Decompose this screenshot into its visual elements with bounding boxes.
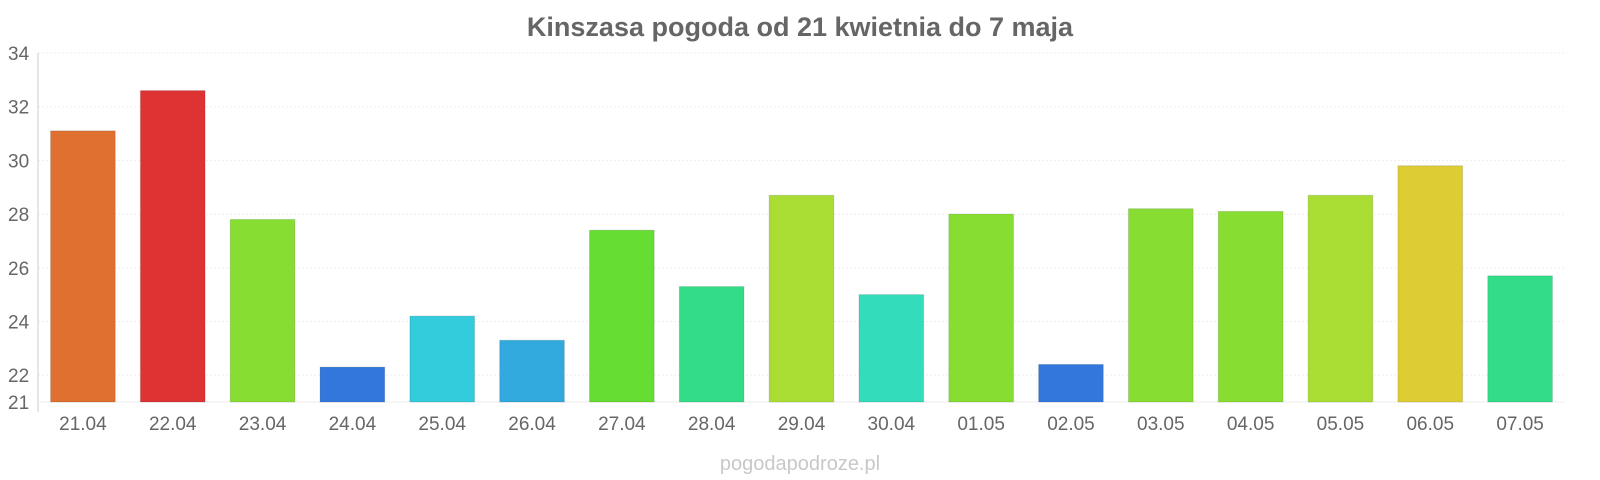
x-tick-label-7: 28.04 [688, 414, 736, 435]
bar-23.04 [229, 218, 296, 403]
bar-02.05 [1038, 363, 1104, 403]
bar-25.04 [409, 315, 476, 403]
watermark: pogodapodroze.pl [720, 453, 880, 475]
x-tick-label-11: 02.05 [1047, 414, 1095, 435]
x-tick-label-9: 30.04 [868, 414, 916, 435]
y-tick-label-7: 34 [8, 44, 30, 65]
bar-22.04 [139, 90, 206, 403]
x-tick-label-8: 29.04 [778, 414, 826, 435]
bar-29.04 [768, 194, 835, 403]
y-tick-label-0: 21 [8, 393, 29, 414]
bar-04.05 [1217, 210, 1284, 403]
x-tick-label-15: 06.05 [1406, 414, 1454, 435]
x-tick-label-5: 26.04 [508, 414, 556, 435]
x-tick-label-12: 03.05 [1137, 414, 1185, 435]
y-tick-label-5: 30 [8, 151, 29, 172]
bar-01.05 [948, 213, 1014, 403]
x-tick-label-13: 04.05 [1227, 414, 1275, 435]
x-tick-label-6: 27.04 [598, 414, 646, 435]
bar-24.04 [319, 366, 386, 403]
bar-06.05 [1397, 165, 1464, 403]
bar-07.05 [1487, 275, 1553, 403]
bar-28.04 [678, 286, 745, 403]
bar-27.04 [589, 229, 655, 403]
x-tick-label-4: 25.04 [418, 414, 466, 435]
bars [50, 90, 1553, 403]
x-tick-label-0: 21.04 [59, 414, 107, 435]
bar-03.05 [1127, 208, 1194, 403]
bar-05.05 [1307, 194, 1374, 403]
y-tick-label-6: 32 [8, 98, 29, 119]
x-tick-label-10: 01.05 [957, 414, 1005, 435]
x-tick-label-14: 05.05 [1317, 414, 1365, 435]
y-axis-ticks: 21 22 24 26 28 30 32 34 [8, 44, 30, 414]
x-axis-ticks: 21.04 22.04 23.04 24.04 25.04 26.04 27.04 28.04… [59, 414, 1544, 435]
x-tick-label-2: 23.04 [239, 414, 287, 435]
bar-30.04 [858, 294, 925, 403]
x-tick-label-16: 07.05 [1496, 414, 1544, 435]
y-tick-label-1: 22 [8, 366, 29, 387]
bar-21.04 [50, 130, 116, 403]
x-tick-label-3: 24.04 [329, 414, 377, 435]
y-tick-label-4: 28 [8, 205, 29, 226]
y-tick-label-2: 24 [8, 312, 30, 333]
chart-title: Kinszasa pogoda od 21 kwietnia do 7 maja [527, 12, 1074, 42]
bar-26.04 [499, 339, 565, 403]
x-tick-label-1: 22.04 [149, 414, 197, 435]
y-tick-label-3: 26 [8, 259, 29, 280]
